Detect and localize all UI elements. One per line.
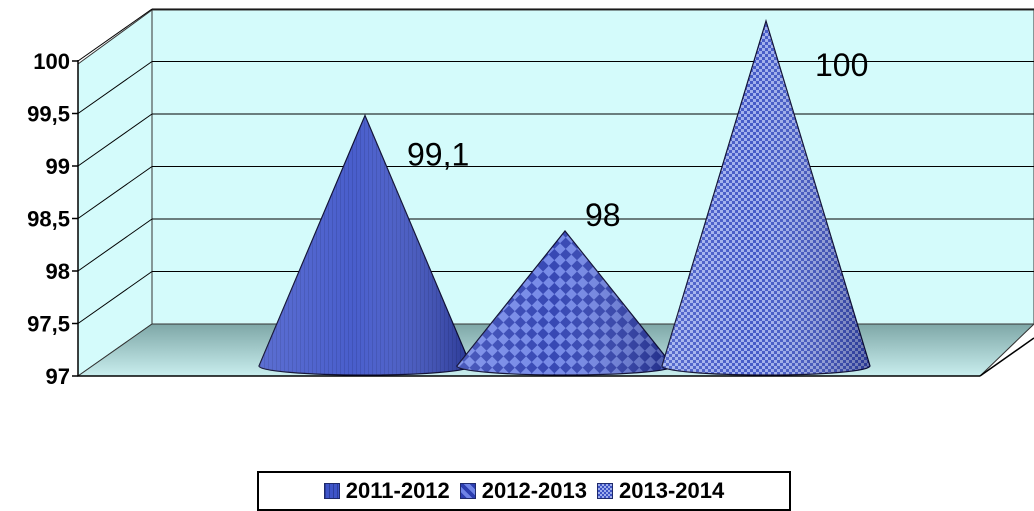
data-label: 98	[585, 197, 621, 233]
y-tick-label: 99,5	[27, 102, 70, 127]
y-tick-label: 100	[33, 49, 70, 74]
y-tick-label: 98,5	[27, 207, 70, 232]
gridline-side	[77, 218, 153, 272]
gridline-side	[77, 166, 153, 219]
legend-swatch	[459, 483, 476, 499]
legend-item: 2012-2013	[459, 478, 587, 504]
data-label: 100	[815, 47, 868, 83]
legend-item: 2013-2014	[597, 478, 724, 504]
floor-right-edge	[979, 337, 1034, 377]
y-tick-label: 99	[46, 154, 70, 179]
gridline-side	[77, 8, 153, 62]
legend-label: 2013-2014	[619, 478, 725, 503]
gridline-side	[77, 61, 153, 114]
legend-item: 2011-2012	[323, 478, 450, 504]
cone-bar-2013-2014	[661, 18, 871, 376]
data-label: 99,1	[407, 137, 469, 173]
gridline-side	[77, 271, 153, 324]
gridline-side	[77, 113, 153, 167]
legend-label: 2012-2013	[481, 478, 587, 503]
y-tick-label: 97	[46, 364, 70, 389]
y-tick-label: 97,5	[27, 312, 70, 337]
legend-swatch	[597, 483, 613, 499]
legend-label: 2011-2012	[345, 478, 450, 503]
y-tick-label: 98	[46, 259, 70, 284]
legend-swatch	[323, 483, 340, 499]
legend: 2011-2012 2012-2013 2013-2014	[257, 471, 791, 511]
